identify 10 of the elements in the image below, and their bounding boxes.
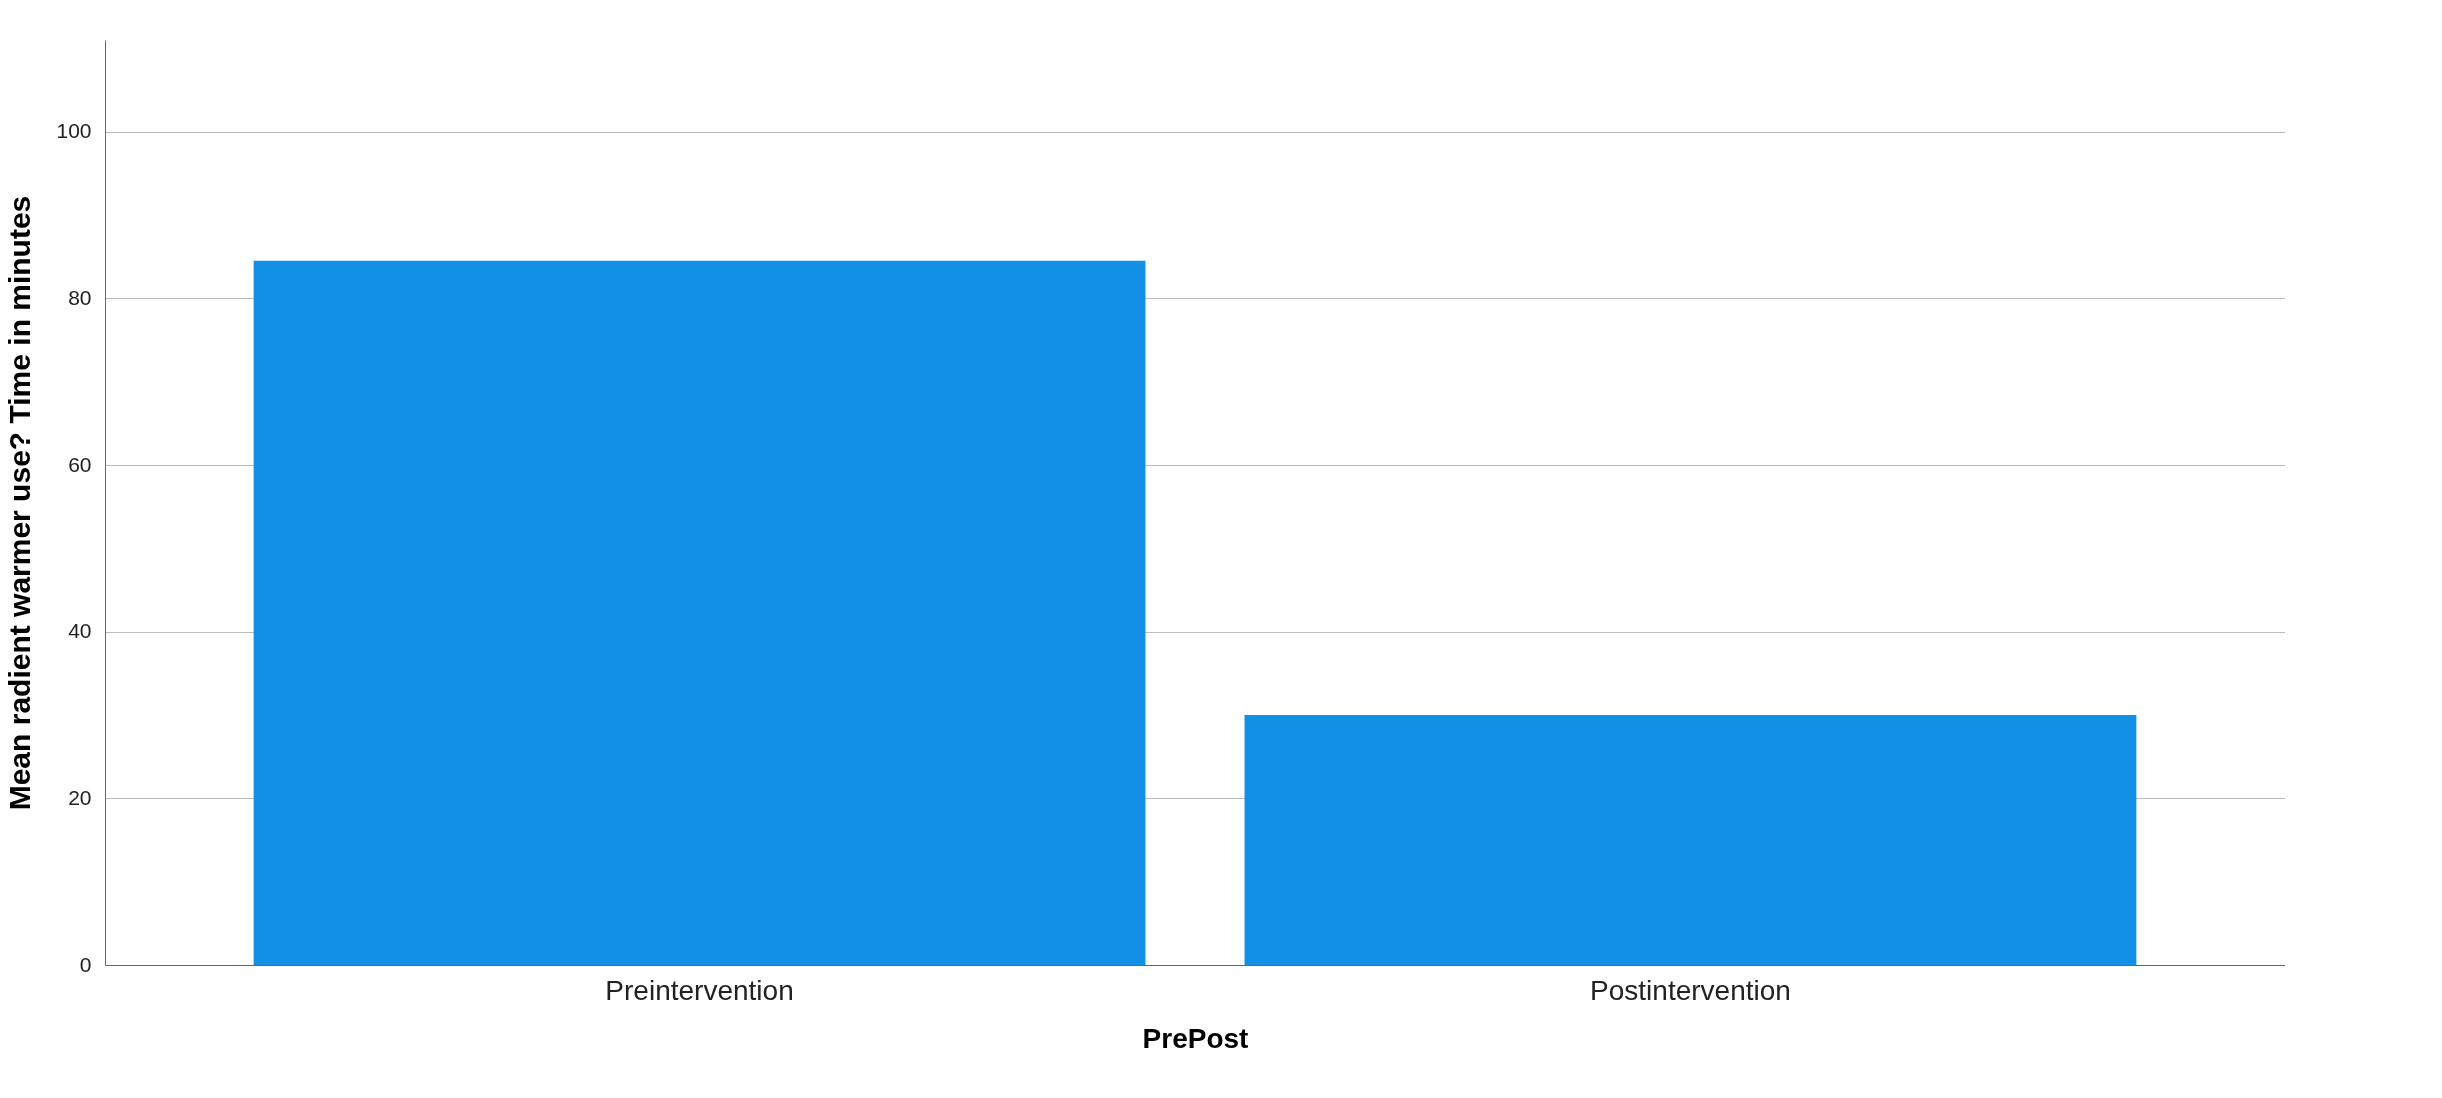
y-tick-label: 20 (68, 785, 92, 809)
y-tick-label: 60 (68, 452, 92, 476)
x-axis-title: PrePost (1142, 1022, 1249, 1054)
y-tick-label: 80 (68, 285, 92, 309)
x-tick-label: Postintervention (1590, 974, 1791, 1006)
y-tick-label: 100 (56, 119, 92, 143)
y-axis-title: Mean radient warmer use? Time in minutes (3, 195, 37, 811)
y-tick-label: 0 (79, 952, 92, 976)
y-tick-label: 40 (68, 619, 92, 643)
x-tick-label: Preintervention (605, 974, 794, 1006)
